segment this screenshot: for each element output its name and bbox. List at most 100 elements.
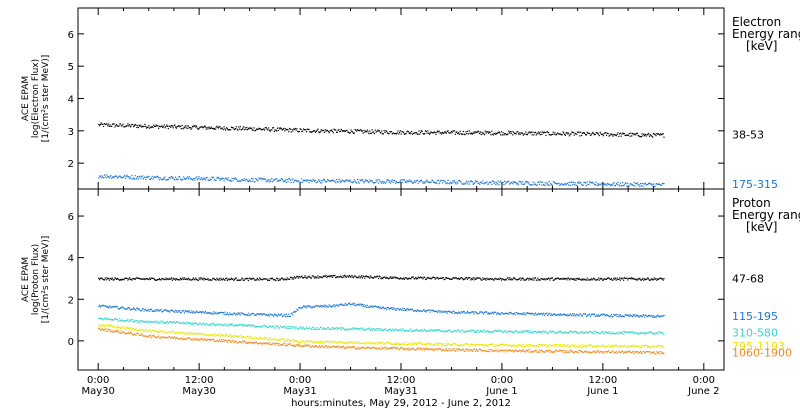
data-point (373, 131, 375, 133)
data-point (520, 330, 522, 332)
data-point (535, 332, 537, 334)
data-point (243, 313, 245, 315)
data-point (251, 343, 253, 345)
data-point (556, 350, 558, 352)
data-point (380, 278, 382, 280)
data-point (241, 277, 243, 279)
data-point (157, 125, 159, 127)
data-point (485, 279, 487, 281)
data-point (407, 308, 409, 310)
data-point (263, 128, 265, 130)
data-point (114, 175, 116, 178)
data-point (441, 182, 444, 184)
data-point (149, 330, 152, 332)
data-point (270, 337, 272, 339)
data-point (534, 349, 537, 351)
data-point (542, 278, 544, 280)
data-point (259, 342, 262, 344)
data-point (398, 349, 400, 351)
data-point (244, 180, 246, 182)
data-point (337, 346, 339, 348)
data-point (124, 319, 127, 321)
data-point (539, 181, 541, 183)
data-point (513, 131, 515, 133)
data-point (336, 341, 338, 343)
data-point (195, 312, 197, 314)
data-point (582, 184, 584, 186)
data-point (273, 179, 275, 181)
data-point (199, 311, 201, 313)
data-point (120, 279, 122, 281)
data-point (289, 340, 291, 342)
data-point (604, 350, 606, 352)
data-point (340, 303, 342, 305)
data-point (99, 175, 101, 177)
data-point (569, 278, 571, 280)
data-point (270, 129, 272, 131)
data-point (119, 307, 121, 310)
data-point (357, 328, 359, 330)
data-point (136, 126, 138, 128)
data-point (645, 184, 647, 186)
data-point (129, 278, 131, 281)
data-point (527, 278, 529, 280)
data-point (439, 312, 441, 314)
data-point (209, 324, 211, 326)
data-point (509, 330, 511, 332)
data-point (160, 336, 162, 338)
data-point (167, 310, 169, 313)
data-point (411, 347, 414, 349)
data-point (370, 180, 372, 182)
data-point (525, 330, 527, 332)
data-point (185, 278, 187, 280)
data-point (617, 181, 619, 183)
data-point (640, 279, 642, 281)
data-point (200, 126, 202, 128)
data-point (164, 127, 166, 129)
data-point (162, 322, 165, 324)
data-point (407, 181, 409, 183)
data-point (578, 315, 580, 317)
data-point (390, 276, 392, 278)
data-point (198, 127, 200, 130)
data-point (479, 343, 481, 345)
data-point (208, 126, 210, 128)
data-point (205, 339, 207, 341)
data-point (469, 350, 471, 352)
data-point (158, 331, 160, 333)
data-point (614, 332, 617, 335)
data-point (638, 332, 640, 334)
data-point (137, 277, 139, 279)
data-point (521, 349, 523, 352)
data-point (368, 182, 370, 184)
data-point (247, 180, 249, 182)
data-point (228, 179, 230, 181)
data-point (572, 132, 575, 134)
data-point (133, 178, 135, 180)
data-point (627, 182, 629, 184)
data-point (571, 331, 573, 333)
data-point (401, 330, 403, 332)
data-point (611, 331, 613, 333)
data-point (638, 184, 640, 186)
data-point (335, 305, 337, 307)
data-point (306, 344, 308, 346)
data-point (662, 345, 664, 347)
data-point (452, 342, 454, 344)
data-point (650, 278, 652, 280)
data-point (398, 133, 400, 135)
data-point (406, 348, 408, 351)
data-point (367, 181, 369, 183)
data-point (439, 342, 441, 345)
data-point (208, 179, 210, 181)
data-point (531, 345, 533, 347)
data-point (477, 130, 479, 132)
data-point (517, 350, 520, 352)
data-point (428, 342, 431, 344)
data-point (228, 336, 230, 338)
data-point (187, 277, 190, 279)
data-point (428, 309, 430, 311)
data-point (251, 278, 253, 280)
data-point (289, 315, 291, 318)
data-point (420, 330, 422, 332)
